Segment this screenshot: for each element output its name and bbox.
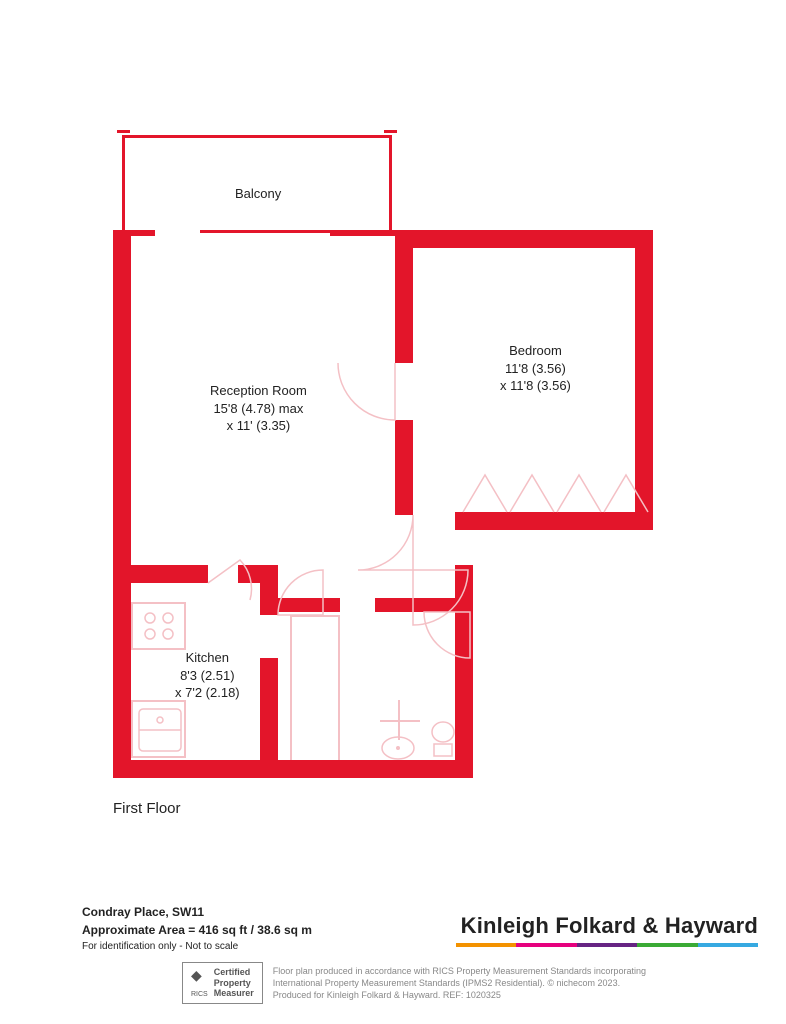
- rics-badge-2: Property: [214, 978, 251, 988]
- rics-badge: ◆RICS Certified Property Measurer: [182, 962, 263, 1004]
- rics-line1: Floor plan produced in accordance with R…: [273, 965, 646, 977]
- hob-icon: [140, 608, 180, 644]
- rics-line2: International Property Measurement Stand…: [273, 977, 646, 989]
- reception-label: Reception Room 15'8 (4.78) max x 11' (3.…: [210, 382, 307, 435]
- bedroom-label: Bedroom 11'8 (3.56) x 11'8 (3.56): [500, 342, 571, 395]
- basin-icon: [380, 735, 416, 761]
- rics-badge-1: Certified: [214, 967, 251, 977]
- reception-dim2: x 11' (3.35): [210, 417, 307, 435]
- bedroom-name: Bedroom: [500, 342, 571, 360]
- reception-name: Reception Room: [210, 382, 307, 400]
- toilet-icon: [428, 720, 458, 760]
- brand-logo: Kinleigh Folkard & Hayward: [461, 913, 758, 939]
- kitchen-dim2: x 7'2 (2.18): [175, 684, 240, 702]
- balcony-label: Balcony: [235, 185, 281, 203]
- rics-badge-3: Measurer: [214, 988, 254, 998]
- floor-label: First Floor: [113, 800, 181, 817]
- rics-line3: Produced for Kinleigh Folkard & Hayward.…: [273, 989, 646, 1001]
- bedroom-dim2: x 11'8 (3.56): [500, 377, 571, 395]
- rics-block: ◆RICS Certified Property Measurer Floor …: [182, 962, 646, 1004]
- bedroom-dim1: 11'8 (3.56): [500, 360, 571, 378]
- rics-icon: ◆RICS: [191, 967, 208, 999]
- rics-text: Floor plan produced in accordance with R…: [273, 965, 646, 1001]
- brand-stripe: [456, 943, 758, 947]
- kitchen-name: Kitchen: [175, 649, 240, 667]
- floorplan-canvas: Balcony Reception Room: [0, 0, 786, 1024]
- reception-dim1: 15'8 (4.78) max: [210, 400, 307, 418]
- kitchen-dim1: 8'3 (2.51): [175, 667, 240, 685]
- sink-icon: [136, 706, 184, 754]
- wardrobe-icon: [455, 460, 650, 515]
- kitchen-label: Kitchen 8'3 (2.51) x 7'2 (2.18): [175, 649, 240, 702]
- balcony-name: Balcony: [235, 185, 281, 203]
